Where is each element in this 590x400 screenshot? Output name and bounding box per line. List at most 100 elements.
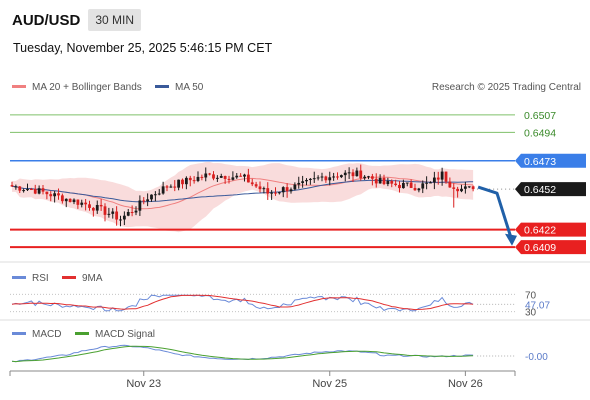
- candle-body: [250, 182, 254, 185]
- candle-body: [270, 192, 274, 194]
- candle-body: [169, 186, 173, 188]
- candle-body: [215, 177, 219, 179]
- candle-body: [343, 172, 347, 176]
- candle-body: [436, 177, 440, 180]
- candle-body: [239, 175, 243, 177]
- candle-body: [324, 176, 328, 181]
- candle-body: [320, 176, 324, 178]
- candle-body: [91, 207, 95, 211]
- forecast-arrow: [477, 185, 513, 239]
- level-tag-pivot: [515, 153, 586, 168]
- symbol-title: AUD/USD: [12, 11, 81, 29]
- candle-body: [413, 187, 417, 191]
- candle-body: [161, 186, 165, 194]
- candle-body: [305, 179, 308, 182]
- rsi-legend: RSI 9MA: [12, 273, 103, 284]
- candle-body: [26, 189, 29, 191]
- rsi-level-label: 70: [525, 290, 537, 301]
- macd-legend-swatch: [12, 332, 26, 335]
- candle-body: [57, 193, 60, 196]
- candle-body: [432, 177, 436, 183]
- candle-body: [293, 184, 297, 190]
- candle-body: [444, 171, 448, 182]
- candle-body: [150, 194, 153, 200]
- candle-body: [115, 211, 119, 220]
- candle-body: [235, 175, 239, 178]
- forecast-arrow-head: [505, 233, 517, 246]
- candle-body: [49, 194, 53, 197]
- level-label-support: 0.6409: [524, 242, 556, 254]
- candle-body: [208, 173, 212, 175]
- candle-body: [281, 187, 285, 193]
- candle-body: [84, 202, 88, 205]
- macd-legend-label: MACD: [32, 329, 61, 340]
- candle-body: [60, 195, 64, 202]
- candle-body: [246, 174, 250, 183]
- candle-body: [243, 174, 246, 177]
- candle-body: [463, 186, 467, 189]
- candle-body: [367, 176, 370, 178]
- candle-body: [289, 189, 293, 192]
- candle-body: [460, 188, 463, 192]
- candle-body: [72, 199, 76, 203]
- candle-body: [456, 188, 460, 192]
- candle-body: [231, 177, 235, 180]
- candle-body: [196, 176, 200, 181]
- macd-signal-legend-swatch: [75, 332, 89, 335]
- candle-body: [471, 186, 475, 190]
- candle-body: [277, 192, 281, 194]
- level-tag-current: [515, 182, 586, 197]
- candle-body: [332, 176, 336, 178]
- candle-body: [153, 194, 157, 196]
- candle-body: [409, 182, 413, 188]
- candle-body: [386, 181, 390, 185]
- rsi-legend-swatch: [12, 276, 26, 279]
- candle-body: [417, 188, 421, 191]
- candle-body: [328, 177, 332, 181]
- candle-body: [130, 212, 134, 214]
- candle-body: [142, 200, 146, 202]
- level-label-resistance: 0.6494: [524, 127, 556, 139]
- candle-body: [76, 199, 80, 205]
- candle-body: [262, 188, 266, 190]
- candle-body: [351, 172, 355, 177]
- macd-legend: MACD MACD Signal: [12, 329, 155, 340]
- candle-body: [134, 210, 138, 213]
- candle-body: [119, 219, 122, 221]
- candle-body: [177, 179, 181, 188]
- price-legend: MA 20 + Bollinger Bands MA 50 Research ©…: [12, 82, 581, 93]
- candle-body: [18, 186, 22, 191]
- candle-body: [347, 172, 351, 174]
- candle-body: [370, 176, 374, 179]
- candle-body: [312, 178, 316, 180]
- level-tag-support: [515, 222, 586, 237]
- candle-body: [394, 183, 398, 185]
- candle-body: [382, 177, 386, 185]
- candle-body: [274, 192, 277, 194]
- candle-body: [165, 186, 169, 188]
- candle-body: [80, 202, 84, 205]
- x-axis-tick-label: Nov 26: [448, 378, 483, 390]
- bollinger-bands: [12, 161, 474, 233]
- timeframe-badge[interactable]: 30 MIN: [88, 9, 142, 31]
- candle-body: [258, 186, 262, 190]
- candle-body: [405, 182, 409, 184]
- candle-body: [301, 181, 305, 183]
- level-label-resistance: 0.6507: [524, 110, 556, 122]
- candle-body: [14, 186, 18, 188]
- candle-body: [184, 177, 188, 185]
- chart-header: AUD/USD 30 MIN: [12, 8, 142, 32]
- candle-body: [37, 188, 41, 194]
- candle-body: [339, 175, 343, 178]
- level-label-support: 0.6422: [524, 225, 556, 237]
- candle-body: [227, 178, 231, 180]
- candle-body: [111, 211, 115, 214]
- candle-body: [355, 170, 359, 177]
- level-label-pivot: 0.6473: [524, 156, 556, 168]
- ma50-legend-swatch: [155, 85, 169, 88]
- candle-body: [10, 185, 14, 187]
- candle-body: [122, 215, 126, 220]
- candle-body: [285, 187, 289, 192]
- candle-body: [223, 176, 227, 179]
- candle-body: [448, 181, 452, 188]
